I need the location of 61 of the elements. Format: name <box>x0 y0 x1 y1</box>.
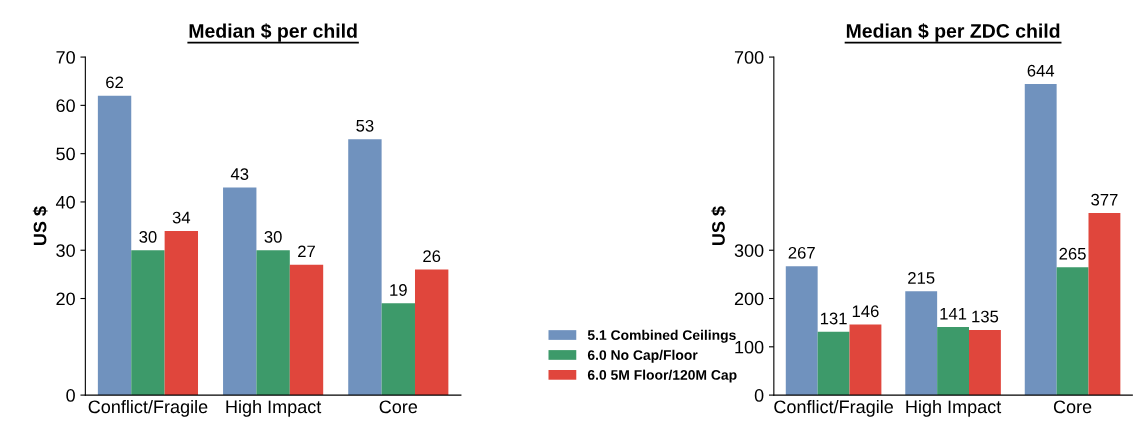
bar <box>1088 213 1121 396</box>
y-tick-label: 200 <box>734 292 764 306</box>
y-tick-label: 30 <box>56 244 75 257</box>
chart-title: Median $ per child <box>189 23 357 42</box>
bar <box>97 95 132 396</box>
data-label: 135 <box>972 310 999 323</box>
data-label: 43 <box>230 168 249 180</box>
x-tick-label: Core <box>379 400 418 414</box>
data-label: 30 <box>139 230 157 243</box>
y-tick-label: 300 <box>734 244 764 257</box>
bar <box>785 266 818 396</box>
bar <box>969 329 1001 396</box>
data-label: 377 <box>1091 193 1118 206</box>
data-label: 131 <box>820 312 847 325</box>
data-label: 265 <box>1059 247 1086 260</box>
data-label: 27 <box>298 245 315 258</box>
y-axis-title: US $ <box>711 206 727 246</box>
bar <box>1024 84 1057 396</box>
data-label: 26 <box>423 250 441 263</box>
y-tick-label: 20 <box>56 292 75 306</box>
data-label: 267 <box>788 246 815 259</box>
x-tick-label: High Impact <box>906 399 1002 417</box>
y-tick-label: 0 <box>754 389 764 402</box>
bar <box>817 331 850 396</box>
data-label: 62 <box>106 76 123 89</box>
data-label: 30 <box>264 230 282 243</box>
data-label: 141 <box>940 307 967 320</box>
data-label: 146 <box>852 305 879 318</box>
y-axis-title: US $ <box>32 206 48 246</box>
data-label: 644 <box>1027 64 1055 77</box>
x-tick-label: High Impact <box>226 399 322 417</box>
legend-label: 6.0 5M Floor/120M Cap <box>587 369 737 383</box>
y-tick-label: 0 <box>66 389 75 402</box>
legend-label: 6.0 No Cap/Floor <box>587 349 698 363</box>
bar <box>289 264 324 396</box>
x-tick-label: Conflict/Fragile <box>774 399 893 417</box>
y-tick-label: 70 <box>56 51 75 64</box>
bar <box>223 187 257 396</box>
data-label: 53 <box>356 119 374 132</box>
legend-label: 5.1 Combined Ceilings <box>587 329 736 343</box>
data-label: 19 <box>390 284 407 296</box>
bar <box>256 250 290 396</box>
x-tick-label: Core <box>1053 400 1092 414</box>
bar <box>1056 267 1089 396</box>
x-tick-label: Conflict/Fragile <box>88 399 208 417</box>
y-tick-label: 50 <box>56 147 75 161</box>
bar <box>937 327 970 396</box>
data-label: 215 <box>908 272 935 284</box>
bar <box>348 139 382 396</box>
y-tick-label: 60 <box>56 99 75 113</box>
y-tick-label: 100 <box>735 340 764 354</box>
y-tick-label: 40 <box>55 195 75 209</box>
bar <box>414 269 449 396</box>
bar <box>381 303 415 396</box>
bar <box>849 324 882 396</box>
y-tick-label: 700 <box>734 51 764 64</box>
chart-title: Median $ per ZDC child <box>846 23 1060 42</box>
bar <box>905 291 938 396</box>
data-label: 34 <box>172 211 191 224</box>
bar <box>131 250 165 396</box>
bar <box>164 230 199 396</box>
